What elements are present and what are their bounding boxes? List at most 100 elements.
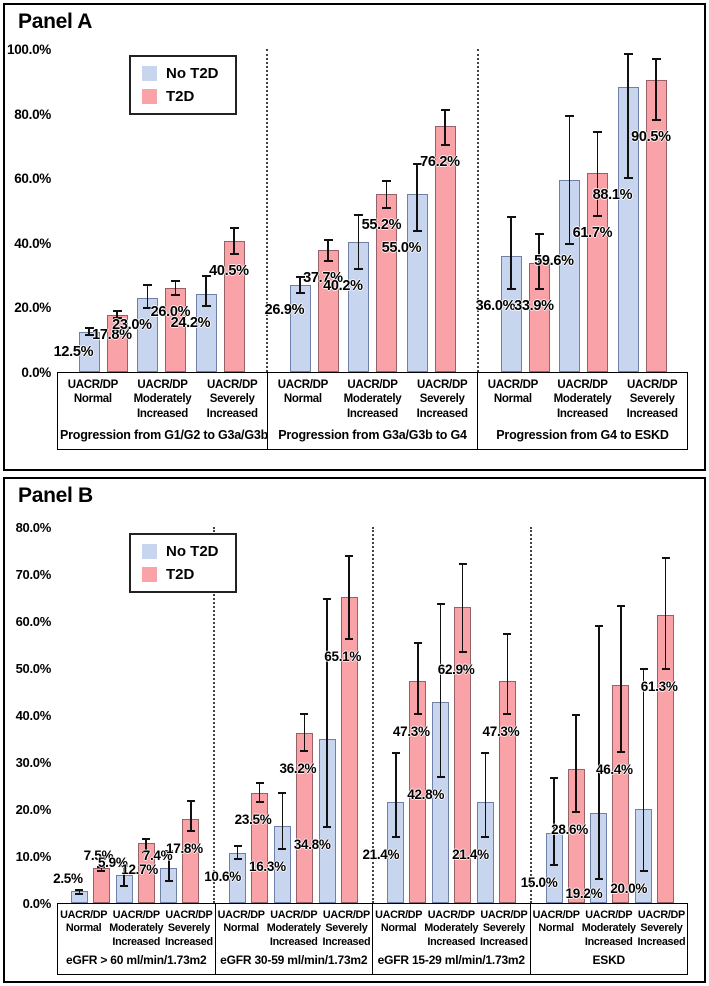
category-label: UACR/DP Normal [216, 909, 267, 949]
legend-item-t2d: T2D [142, 88, 219, 105]
panel-a-title: Panel A [18, 10, 93, 33]
y-tick-label: 40.0% [15, 708, 52, 723]
category-label-line: UACR/DP [417, 379, 468, 391]
error-bar [616, 605, 625, 754]
error-bar [412, 163, 422, 232]
bar-value-label: 10.6% [204, 869, 241, 885]
axis-group-cell: UACR/DP Normal UACR/DP Moderately Increased U… [478, 373, 687, 449]
category-label: UACR/DP Severely Increased [197, 378, 267, 421]
bar-value-label: 17.8% [92, 327, 132, 344]
bar-value-label: 16.3% [249, 858, 286, 874]
category-labels: UACR/DP Normal UACR/DP Moderately Increased U… [268, 373, 477, 421]
bar-value-label: 17.8% [166, 841, 203, 857]
error-bar [382, 180, 391, 209]
bar-value-label: 21.4% [362, 847, 400, 863]
category-label: UACR/DP Normal [58, 378, 128, 421]
category-label-line: UACR/DP [427, 909, 475, 921]
bar-value-label: 46.4% [595, 762, 633, 778]
bar-pair: 2.5% 7.5% [53, 527, 113, 903]
bar-value-label: 42.8% [407, 786, 445, 802]
category-label: UACR/DP Severely Increased [163, 909, 214, 949]
error-bar [300, 713, 309, 753]
error-bar [593, 131, 602, 217]
y-tick-label: 60.0% [15, 614, 52, 629]
bar-value-label: 26.9% [264, 301, 305, 318]
error-bar [413, 642, 422, 715]
bar-value-label: 7.4% [142, 848, 173, 864]
bar-pair: 23.0% 26.0% [112, 49, 190, 372]
category-label-line: Moderately [553, 393, 612, 406]
group-label: eGFR 15-29 ml/min/1.73m2 [377, 953, 525, 967]
y-tick-label: 0.0% [21, 365, 51, 380]
category-label-line: UACR/DP [557, 379, 608, 391]
category-label-line: Increased [269, 935, 318, 948]
error-bar [534, 233, 544, 290]
plot-area: No T2D T2D 12.5% 17.8% 23.0% 26.0% 24.2% 40.5%… [53, 49, 688, 372]
bar-value-label: 26.0% [150, 304, 191, 321]
bar-value-label: 23.0% [112, 317, 152, 334]
bar-value-label: 12.5% [53, 343, 94, 360]
legend-swatch-no_t2d [142, 66, 157, 81]
category-label: UACR/DP Normal [373, 909, 424, 949]
category-label: UACR/DP Severely Increased [478, 909, 529, 949]
category-labels: UACR/DP Normal UACR/DP Moderately Increased U… [478, 373, 687, 421]
y-tick-label: 70.0% [15, 567, 52, 582]
legend: No T2D T2D [129, 55, 237, 115]
category-label: UACR/DP Severely Increased [617, 378, 687, 421]
bar-value-label: 40.2% [323, 277, 363, 294]
category-label-line: Increased [322, 935, 371, 948]
bar-value-label: 36.0% [475, 297, 516, 314]
legend-item-t2d: T2D [142, 566, 219, 583]
error-bar [120, 864, 129, 888]
group-label: Progression from G3a/G3b to G4 [278, 428, 467, 442]
category-label-line: Increased [427, 935, 476, 948]
error-bar [323, 597, 332, 828]
category-label: UACR/DP Severely Increased [407, 378, 477, 421]
category-label-line: Normal [283, 393, 322, 406]
bar-pair: 59.6% 61.7% [534, 49, 612, 372]
bar-value-label: 61.7% [572, 224, 613, 241]
panel-b-title: Panel B [18, 484, 93, 507]
error-bar [458, 563, 467, 653]
category-label-line: Normal [493, 393, 532, 406]
bar-t2d [223, 241, 245, 372]
y-tick-label: 50.0% [15, 661, 52, 676]
bar-pair: 21.4% 47.3% [452, 527, 520, 903]
bar-value-label: 23.5% [234, 811, 272, 827]
y-tick-label: 30.0% [15, 755, 52, 770]
error-bar [440, 109, 450, 146]
bar-value-label: 20.0% [610, 880, 648, 896]
y-tick-label: 80.0% [15, 520, 52, 535]
group-label: Progression from G4 to ESKD [496, 428, 669, 442]
error-bar [201, 274, 211, 307]
category-label: UACR/DP Severely Increased [636, 909, 687, 949]
axis-group-cell: UACR/DP Normal UACR/DP Moderately Increased U… [58, 904, 216, 974]
error-bar [255, 782, 264, 803]
bar-group: 2.5% 7.5% 5.9% 12.7% 7.4% 17.8% [53, 527, 216, 903]
category-label-line: Severely [629, 393, 675, 406]
bar-pair: 55.0% 76.2% [382, 49, 460, 372]
bar-group: 12.5% 17.8% 23.0% 26.0% 24.2% 40.5% [53, 49, 268, 372]
legend-label: No T2D [166, 65, 219, 82]
category-label-line: Moderately [424, 922, 479, 935]
bar-pair: 19.2% 46.4% [566, 527, 633, 903]
bar-value-label: 47.3% [482, 724, 520, 739]
error-bar [550, 777, 559, 866]
category-label-line: Increased [626, 407, 678, 420]
category-label-line: Increased [112, 935, 161, 948]
error-bar [97, 865, 106, 872]
legend-label: T2D [166, 88, 195, 105]
category-label: UACR/DP Moderately Increased [424, 909, 478, 949]
plot-area: No T2D T2D 2.5% 7.5% 5.9% 12.7% 7.4% 17.8% 10.6… [53, 527, 688, 903]
bar-value-label: 24.2% [170, 314, 211, 331]
category-label-line: UACR/DP [532, 909, 580, 921]
bar-value-label: 37.7% [303, 269, 343, 286]
category-label: UACR/DP Moderately Increased [267, 909, 321, 949]
bar-value-label: 62.9% [437, 661, 475, 677]
category-label-line: UACR/DP [637, 909, 685, 921]
category-label-line: UACR/DP [375, 909, 423, 921]
bar-t2d [340, 597, 358, 903]
error-bar [391, 752, 400, 839]
error-bar [661, 557, 670, 670]
axis-group-cell: UACR/DP Normal UACR/DP Moderately Increased U… [58, 373, 268, 449]
